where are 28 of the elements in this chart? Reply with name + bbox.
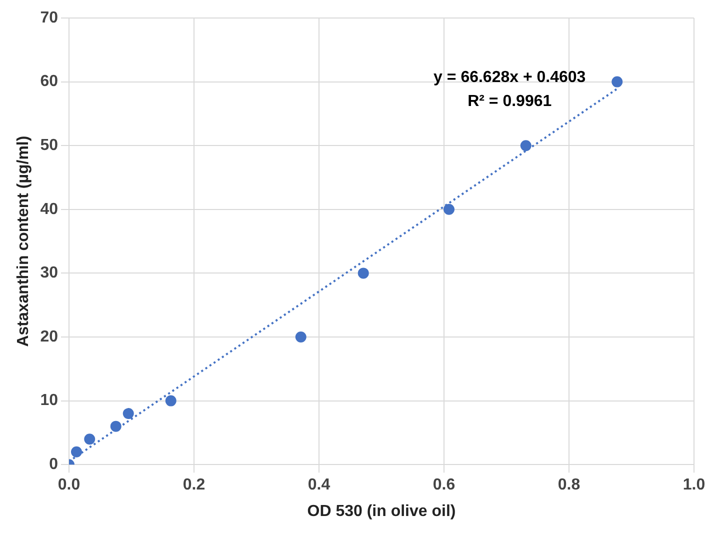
point [70,446,82,458]
y-tick-label: 70 [40,9,58,26]
x-tick-label: 0.0 [58,476,80,494]
y-tick-label: 30 [40,264,58,282]
y-tick-label: 0 [49,456,58,474]
point [444,204,454,215]
x-tick-label: 0.2 [182,476,206,494]
y-tick-label: 50 [40,137,58,154]
annotation: R² = 0.9961 [468,93,552,110]
y-tick-label: 10 [40,392,58,410]
y-tick-label: 20 [40,328,58,346]
point [612,76,623,88]
point [520,140,532,152]
x-axis-title: OD 530 (in olive oil) [307,502,456,520]
y-tick-label: 40 [40,200,58,218]
x-tick-label: 0.4 [308,476,330,494]
y-tick-label: 60 [40,73,58,90]
point [84,434,96,445]
point [122,408,134,420]
point [358,268,369,279]
point [110,420,122,432]
point [165,395,176,406]
x-tick-label: 0.6 [432,476,456,494]
point [295,332,306,342]
annotation: y = 66.628x + 0.4603 [434,69,586,86]
x-tick-label: 0.8 [558,476,580,494]
x-tick-label: 1.0 [682,476,706,494]
y-axis-title: Astaxanthin content (µg/ml) [15,136,32,347]
